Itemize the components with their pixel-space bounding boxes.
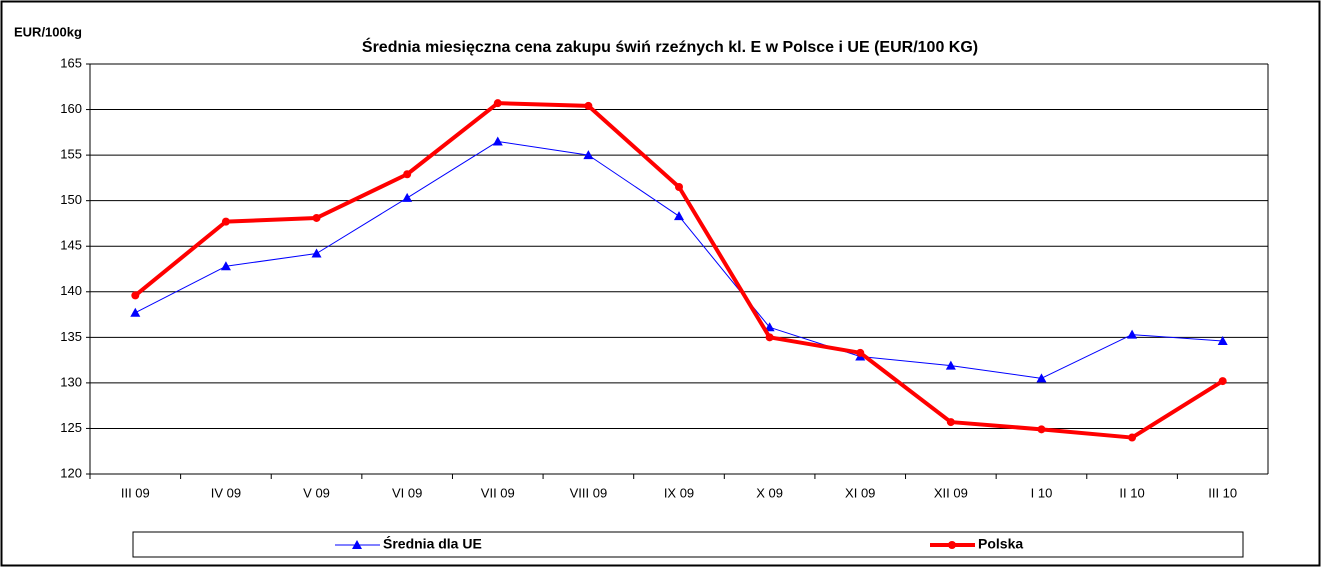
x-tick-label: VI 09 xyxy=(392,485,422,500)
data-point xyxy=(1127,329,1138,339)
x-tick-label: VII 09 xyxy=(481,485,515,500)
data-point xyxy=(674,211,684,221)
data-point xyxy=(131,291,140,300)
data-point xyxy=(492,136,503,146)
data-point xyxy=(765,333,774,342)
data-point xyxy=(312,213,321,222)
y-tick-label: 125 xyxy=(60,420,82,435)
y-tick-label: 120 xyxy=(60,465,82,480)
data-point xyxy=(221,217,230,226)
data-point xyxy=(130,307,141,317)
x-tick-label: IV 09 xyxy=(211,485,241,500)
x-tick-label: X 09 xyxy=(756,485,783,500)
data-point xyxy=(764,322,775,332)
data-point xyxy=(946,418,955,427)
y-tick-label: 130 xyxy=(60,374,82,389)
data-point xyxy=(493,99,502,108)
legend-label: Średnia dla UE xyxy=(383,535,482,552)
x-tick-label: II 10 xyxy=(1119,485,1144,500)
data-point xyxy=(1217,335,1228,345)
data-point xyxy=(1036,373,1047,383)
y-tick-label: 150 xyxy=(60,192,82,207)
data-point xyxy=(675,183,683,191)
y-tick-label: 145 xyxy=(60,238,82,253)
x-tick-label: V 09 xyxy=(303,485,330,500)
legend-marker xyxy=(948,541,956,549)
y-tick-label: 135 xyxy=(60,329,82,344)
data-point xyxy=(1128,433,1137,442)
data-point xyxy=(220,261,231,271)
y-axis-label: EUR/100kg xyxy=(14,24,82,39)
chart-title: Średnia miesięczna cena zakupu świń rzeź… xyxy=(362,37,978,56)
data-point xyxy=(1037,425,1046,434)
legend-box xyxy=(132,531,1244,558)
x-tick-label: III 10 xyxy=(1208,485,1237,500)
x-tick-label: XII 09 xyxy=(934,485,968,500)
data-point xyxy=(403,170,412,179)
y-tick-label: 160 xyxy=(60,101,82,116)
x-tick-label: III 09 xyxy=(121,485,150,500)
data-point xyxy=(945,360,956,370)
data-point xyxy=(311,248,322,258)
x-tick-label: VIII 09 xyxy=(570,485,608,500)
y-tick-label: 155 xyxy=(60,147,82,162)
x-tick-label: XI 09 xyxy=(845,485,875,500)
data-point xyxy=(856,348,865,357)
y-tick-label: 165 xyxy=(60,55,82,70)
legend-marker xyxy=(352,540,362,549)
y-tick-label: 140 xyxy=(60,283,82,298)
data-point xyxy=(583,150,594,160)
x-tick-label: I 10 xyxy=(1031,485,1053,500)
data-point xyxy=(584,101,593,110)
data-point xyxy=(402,192,413,202)
data-point xyxy=(1218,377,1227,386)
legend-label: Polska xyxy=(978,536,1023,552)
x-tick-label: IX 09 xyxy=(664,485,694,500)
